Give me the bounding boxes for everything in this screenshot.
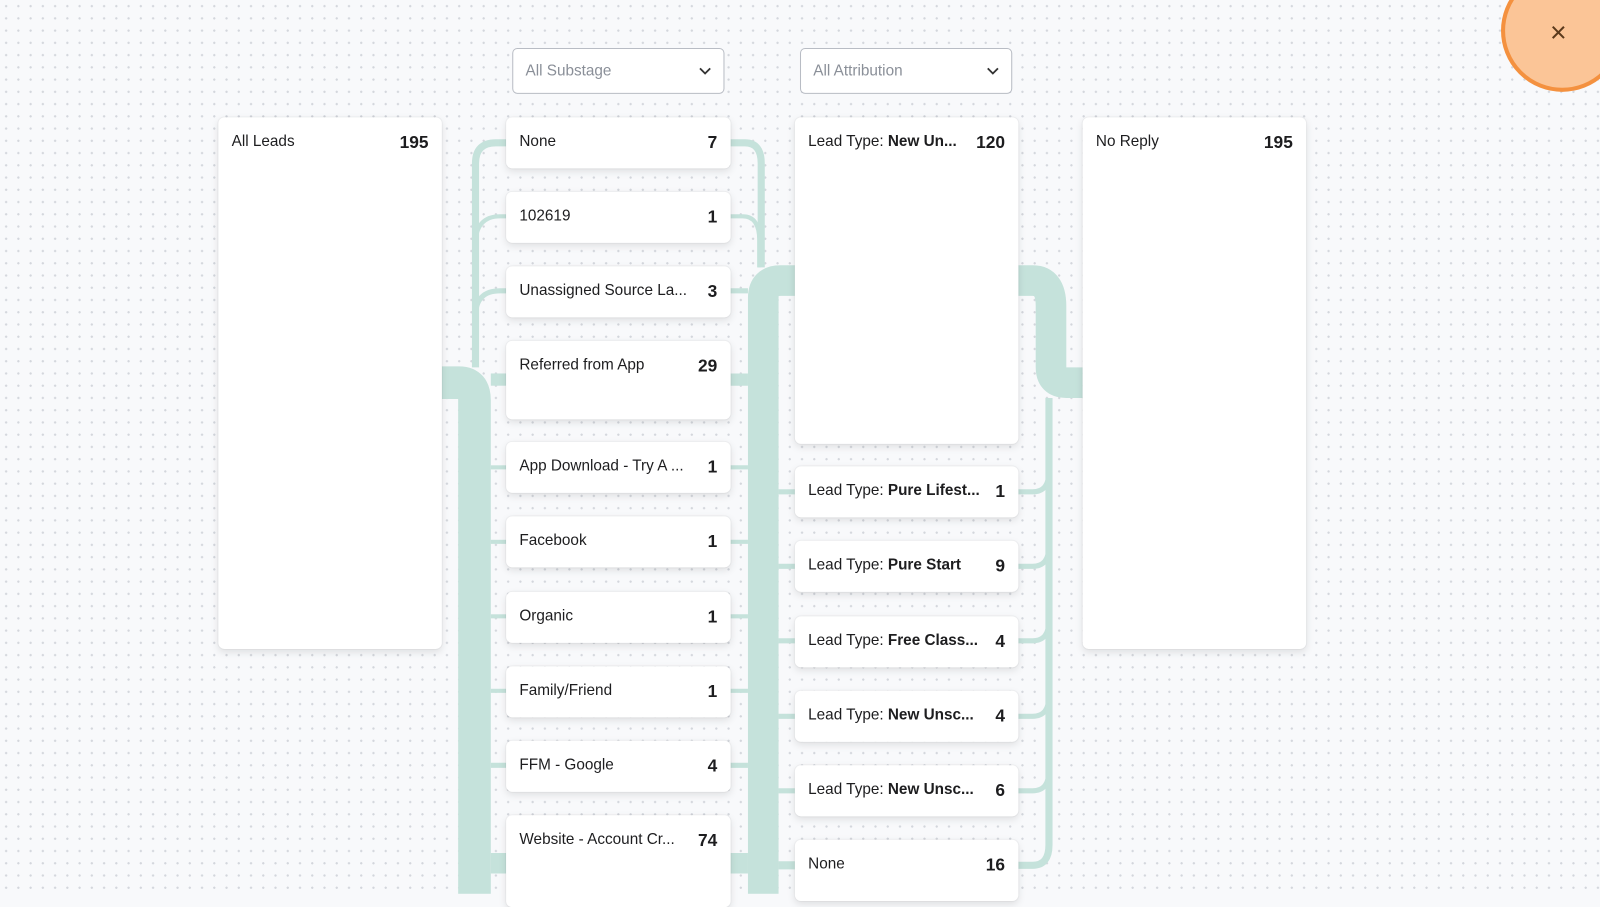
node-all-leads[interactable]: All Leads 195 (218, 117, 442, 649)
node-attribution[interactable]: None 16 (794, 839, 1019, 902)
node-label: Website - Account Cr... (519, 830, 675, 848)
node-attribution[interactable]: Lead Type: New Unsc... 6 (794, 765, 1019, 817)
node-label: Referred from App (519, 356, 645, 374)
node-label-value: New Un... (887, 132, 957, 150)
chevron-down-icon (987, 62, 999, 79)
node-count: 29 (698, 356, 718, 376)
node-count: 4 (995, 631, 1006, 652)
node-substage[interactable]: 102619 1 (506, 191, 731, 243)
node-count: 1 (707, 531, 718, 552)
attribution-dropdown-value: All Attribution (813, 62, 903, 80)
node-label-value: None (808, 855, 845, 873)
node-count: 195 (399, 132, 429, 153)
node-label: App Download - Try A ... (519, 457, 684, 475)
node-attribution[interactable]: Lead Type: New Un... 120 (794, 117, 1019, 444)
node-substage[interactable]: Organic 1 (506, 591, 731, 643)
node-label-value: Free Class... (887, 631, 979, 649)
node-substage[interactable]: Referred from App 29 (506, 340, 731, 420)
node-label-prefix: Lead Type: (808, 631, 888, 649)
node-count: 16 (985, 855, 1006, 875)
node-count: 4 (707, 756, 718, 776)
link-main-2 (747, 265, 795, 894)
node-label-prefix: Lead Type: (808, 706, 888, 724)
node-count: 7 (707, 132, 718, 153)
chevron-down-icon (699, 62, 711, 79)
node-label-value: New Unsc... (887, 706, 974, 724)
node-label-prefix: Lead Type: (808, 481, 888, 499)
node-label: Family/Friend (519, 681, 613, 699)
node-substage[interactable]: Unassigned Source La... 3 (506, 266, 731, 318)
node-attribution[interactable]: Lead Type: Free Class... 4 (794, 616, 1019, 668)
node-label: None (519, 132, 556, 150)
node-substage[interactable]: FFM - Google 4 (506, 740, 731, 792)
node-count: 1 (707, 681, 718, 702)
node-label: Lead Type: Pure Start (808, 556, 961, 573)
node-substage[interactable]: None 7 (506, 117, 731, 169)
substage-dropdown[interactable]: All Substage (512, 47, 725, 94)
node-label: Lead Type: New Unsc... (808, 706, 974, 723)
node-label-value: New Unsc... (887, 780, 974, 798)
node-label: None (808, 855, 845, 872)
node-label-prefix: Lead Type: (808, 132, 888, 150)
node-label: Unassigned Source La... (519, 281, 688, 299)
node-label: Organic (519, 607, 573, 625)
node-label: FFM - Google (519, 756, 614, 774)
node-count: 1 (707, 457, 718, 477)
node-label: Lead Type: New Un... (808, 133, 957, 150)
node-count: 9 (995, 556, 1006, 576)
node-label: Lead Type: Pure Lifest... (808, 482, 980, 499)
node-substage[interactable]: App Download - Try A ... 1 (506, 441, 731, 493)
node-attribution[interactable]: Lead Type: Pure Start 9 (794, 540, 1019, 592)
close-icon: × (1549, 16, 1567, 48)
node-label: 102619 (519, 207, 571, 225)
node-label-value: Pure Start (887, 556, 962, 574)
node-label-value: Pure Lifest... (887, 481, 980, 499)
node-label: Facebook (519, 531, 587, 549)
node-substage[interactable]: Website - Account Cr... 74 (506, 815, 731, 907)
node-label-prefix: Lead Type: (808, 780, 888, 798)
node-count: 1 (707, 207, 718, 227)
node-label: Lead Type: Free Class... (808, 632, 978, 649)
node-count: 195 (1263, 132, 1293, 153)
node-label: Lead Type: New Unsc... (808, 781, 974, 798)
node-count: 4 (995, 706, 1006, 726)
substage-dropdown-value: All Substage (525, 62, 612, 80)
node-count: 74 (698, 830, 718, 850)
link-main-1 (441, 366, 491, 894)
node-no-reply[interactable]: No Reply 195 (1082, 117, 1307, 649)
node-count: 120 (976, 132, 1006, 153)
node-label: No Reply (1095, 132, 1159, 150)
node-attribution[interactable]: Lead Type: New Unsc... 4 (794, 690, 1019, 742)
node-label: All Leads (231, 132, 295, 150)
node-count: 3 (707, 281, 718, 302)
node-count: 6 (995, 780, 1006, 800)
node-substage[interactable]: Family/Friend 1 (506, 666, 731, 718)
node-count: 1 (707, 607, 718, 627)
node-count: 1 (995, 481, 1006, 502)
node-attribution[interactable]: Lead Type: Pure Lifest... 1 (794, 466, 1019, 518)
link-main-3 (1018, 265, 1083, 398)
attribution-dropdown[interactable]: All Attribution (799, 47, 1013, 94)
link-trunk-1 (471, 139, 507, 368)
node-label-prefix: Lead Type: (808, 556, 888, 574)
node-substage[interactable]: Facebook 1 (506, 516, 731, 568)
